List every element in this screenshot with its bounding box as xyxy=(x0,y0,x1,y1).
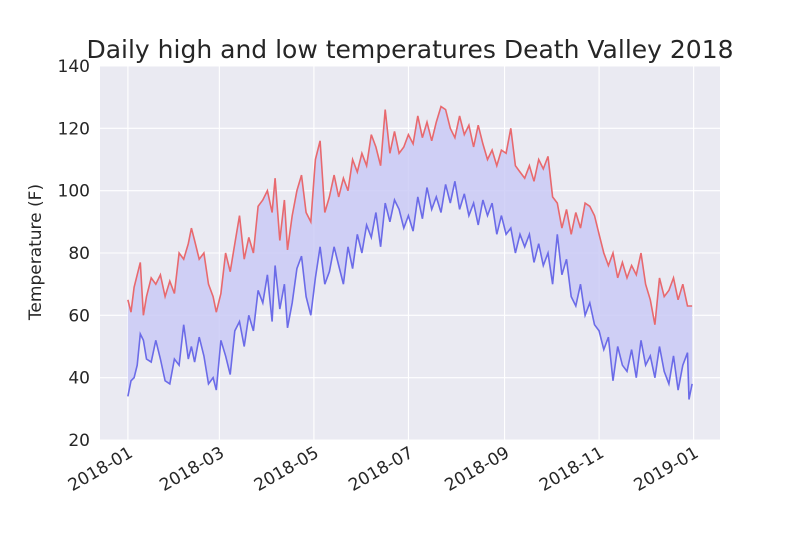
series-line-low xyxy=(127,181,693,400)
y-tick-label: 140 xyxy=(58,57,90,77)
series-line-high xyxy=(127,105,693,325)
y-tick-label: 100 xyxy=(58,182,90,202)
y-tick-label: 80 xyxy=(68,244,90,264)
y-axis-label: Temperature (F) xyxy=(26,184,46,321)
chart-title: Daily high and low temperatures Death Va… xyxy=(86,35,733,64)
y-tick-label: 20 xyxy=(68,431,90,451)
y-tick-labels: 20 40 60 80 100 120 140 xyxy=(58,57,90,451)
y-tick-label: 40 xyxy=(68,369,90,389)
y-tick-label: 120 xyxy=(58,119,90,139)
y-tick-label: 60 xyxy=(68,306,90,326)
